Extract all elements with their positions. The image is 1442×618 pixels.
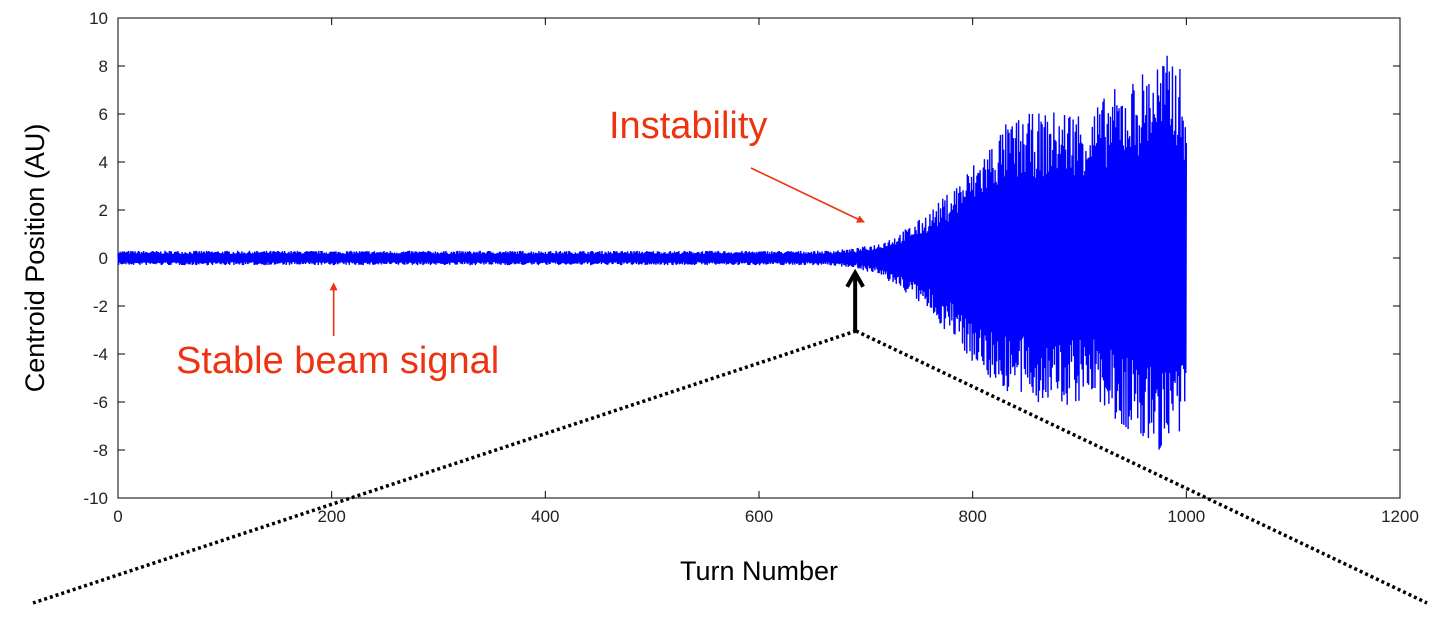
instability-arrow bbox=[750, 167, 865, 223]
x-axis-label: Turn Number bbox=[680, 556, 838, 586]
annotations bbox=[32, 167, 1428, 605]
y-axis-label: Centroid Position (AU) bbox=[20, 124, 50, 393]
onset-arrow-head bbox=[845, 268, 865, 288]
y-tick-label: 8 bbox=[99, 57, 108, 76]
y-tick-label: 2 bbox=[99, 201, 108, 220]
y-tick-label: 0 bbox=[99, 249, 108, 268]
signal-line bbox=[117, 55, 1188, 450]
x-tick-label: 1200 bbox=[1381, 507, 1419, 526]
x-tick-label: 800 bbox=[958, 507, 986, 526]
y-tick-label: -10 bbox=[83, 489, 108, 508]
instability-label: Instability bbox=[609, 105, 767, 147]
y-tick-label: -6 bbox=[93, 393, 108, 412]
axis-ticks: 0 200 400 600 800 1000 1200 10 8 6 4 2 0 -2 -4 -6 -8 -10 bbox=[83, 9, 1418, 526]
y-tick-label: 4 bbox=[99, 153, 108, 172]
x-tick-label: 400 bbox=[531, 507, 559, 526]
x-tick-label: 0 bbox=[113, 507, 122, 526]
y-tick-label: 6 bbox=[99, 105, 108, 124]
x-tick-label: 1000 bbox=[1167, 507, 1205, 526]
stable-beam-label: Stable beam signal bbox=[176, 340, 499, 382]
signal-series bbox=[117, 55, 1188, 450]
x-tick-label: 600 bbox=[745, 507, 773, 526]
y-tick-label: 10 bbox=[89, 9, 108, 28]
zoom-line-left bbox=[32, 329, 857, 605]
y-tick-label: -2 bbox=[93, 297, 108, 316]
y-tick-label: -4 bbox=[93, 345, 108, 364]
x-tick-label: 200 bbox=[317, 507, 345, 526]
y-tick-label: -8 bbox=[93, 441, 108, 460]
